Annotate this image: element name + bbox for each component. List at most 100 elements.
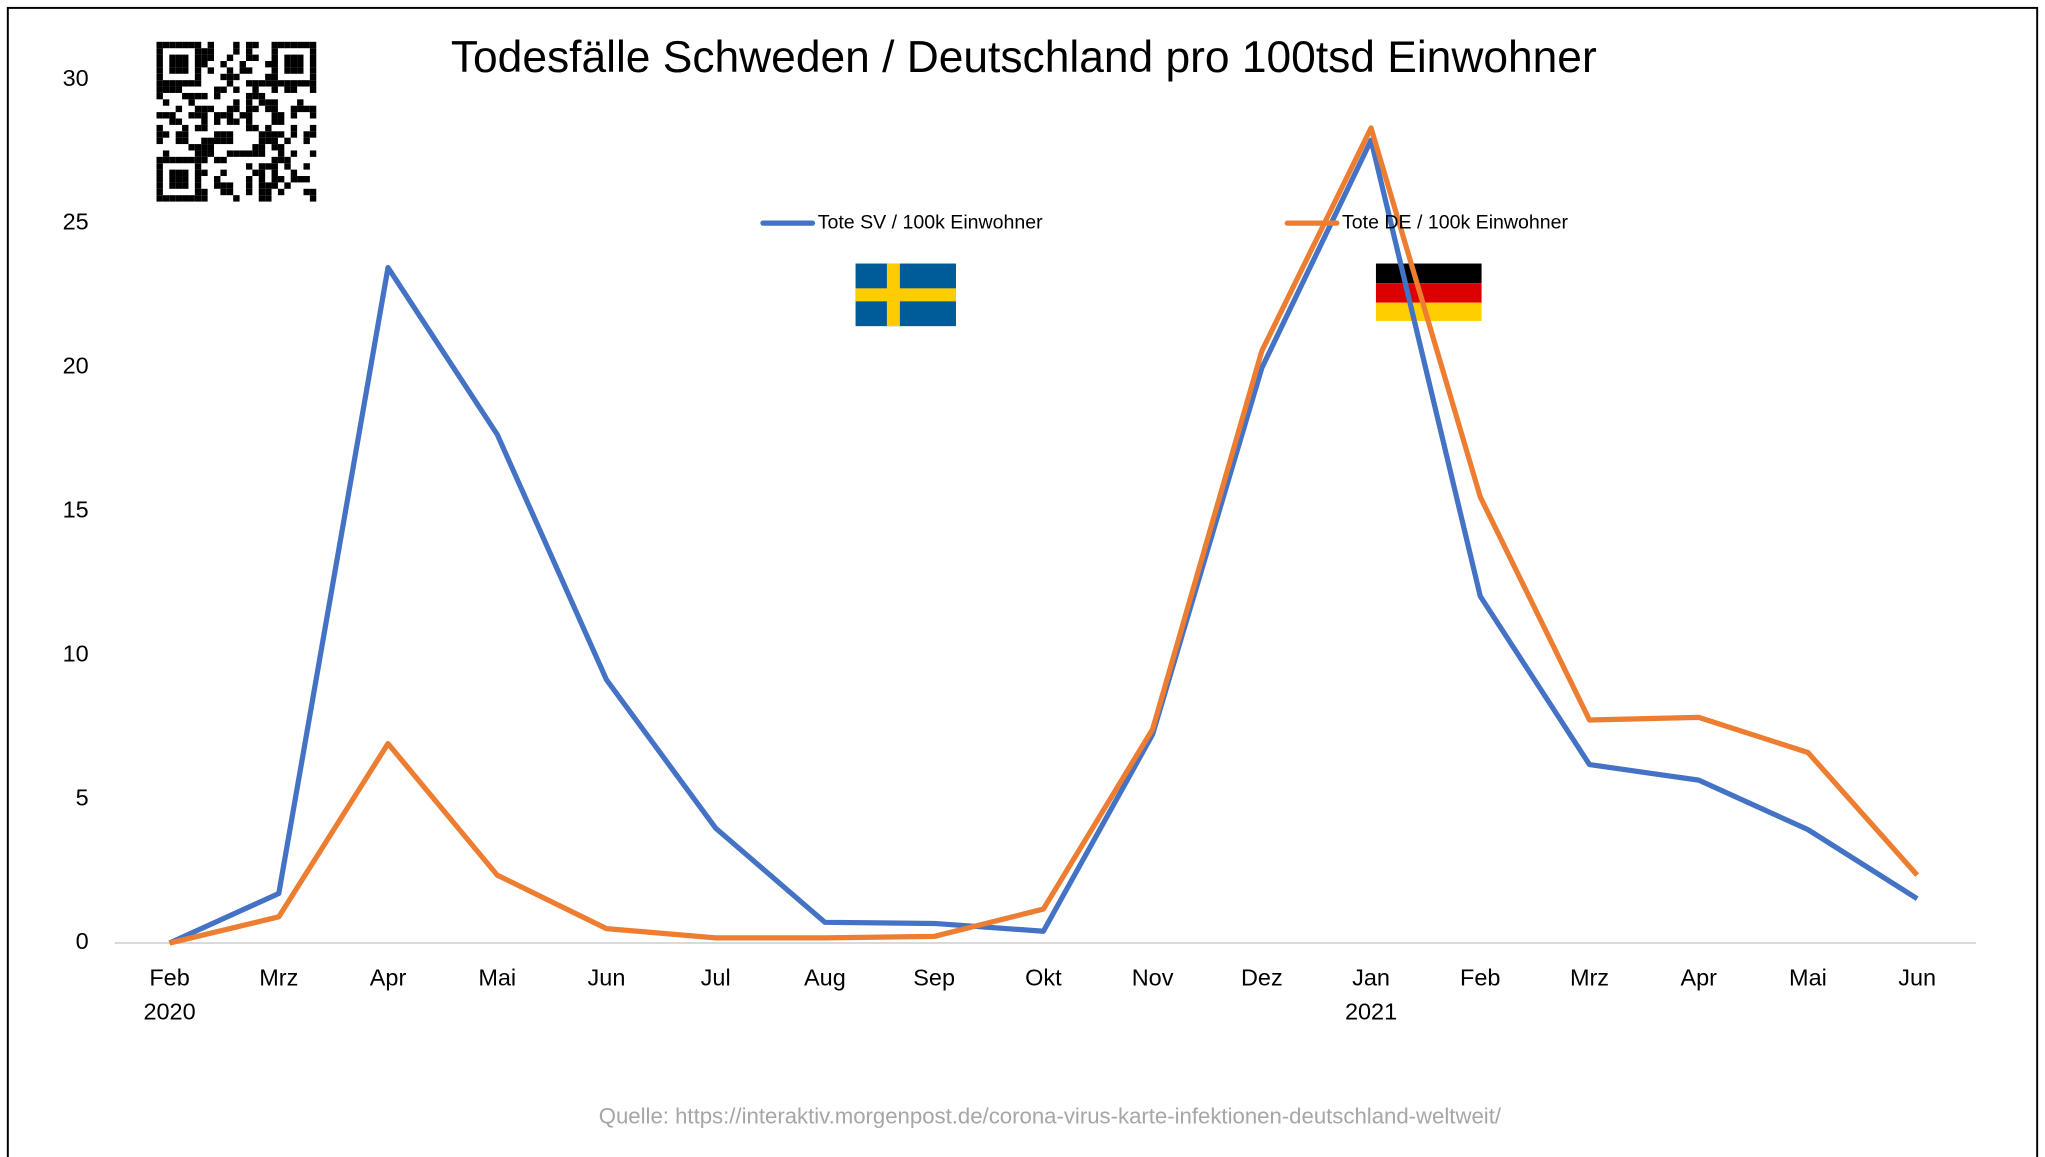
qr-cell: [188, 41, 195, 49]
qr-cell: [175, 54, 183, 61]
qr-cell: [188, 92, 195, 100]
qr-cell: [297, 54, 304, 61]
qr-cell: [271, 156, 278, 164]
qr-cell: [265, 188, 272, 196]
qr-cell: [309, 41, 317, 49]
qr-cell: [309, 188, 317, 196]
x-tick-label: Jul: [701, 965, 731, 991]
qr-cell: [156, 131, 163, 138]
x-tick-label: Jan 2021: [1345, 965, 1397, 1025]
x-tick-label: Feb 2020: [143, 965, 195, 1025]
qr-cell: [162, 80, 170, 87]
qr-cell: [214, 92, 221, 100]
qr-cell: [245, 150, 253, 157]
qr-cell: [297, 99, 304, 106]
x-tick-label: Jun: [1898, 965, 1936, 991]
qr-cell: [239, 112, 246, 119]
qr-cell: [156, 169, 163, 177]
qr-cell: [284, 80, 291, 87]
qr-cell: [201, 169, 208, 177]
qr-cell: [194, 182, 202, 189]
source: Quelle: https://interaktiv.morgenpost.de…: [599, 1104, 1502, 1129]
qr-cell: [258, 188, 266, 196]
qr-cell: [252, 124, 259, 132]
qr-cell: [207, 41, 215, 49]
qr-cell: [271, 112, 278, 119]
qr-cell: [258, 99, 266, 106]
qr-cell: [239, 60, 246, 68]
qr-cell: [297, 176, 304, 183]
qr-cell: [194, 156, 202, 164]
qr-cell: [156, 73, 163, 81]
qr-cell: [194, 163, 202, 170]
qr-cell: [277, 131, 285, 138]
qr-cell: [245, 41, 253, 49]
qr-cell: [245, 124, 253, 132]
qr-cell: [284, 54, 291, 61]
qr-cell: [290, 124, 298, 132]
qr-cell: [201, 105, 208, 113]
qr-cell: [252, 80, 259, 87]
qr-cell: [182, 156, 189, 164]
qr-cell: [297, 80, 304, 87]
qr-cell: [201, 118, 208, 125]
frame: [6, 6, 2039, 1157]
y-tick-label: 25: [63, 209, 89, 235]
qr-cell: [175, 176, 183, 183]
qr-cell: [201, 60, 208, 68]
qr-cell: [258, 176, 266, 183]
qr-cell: [277, 118, 285, 125]
qr-cell: [207, 144, 215, 151]
qr-cell: [175, 80, 183, 87]
qr-cell: [245, 48, 253, 55]
qr-cell: [169, 182, 176, 189]
qr-cell: [277, 41, 285, 49]
qr-cell: [303, 41, 310, 49]
qr-cell: [271, 54, 278, 61]
qr-cell: [194, 144, 202, 151]
qr-cell: [156, 41, 163, 49]
qr-cell: [265, 195, 272, 202]
x-tick-label: Aug: [804, 965, 846, 991]
qr-cell: [162, 131, 170, 138]
qr-cell: [214, 156, 221, 164]
qr-cell: [220, 137, 227, 145]
qr-cell: [182, 60, 189, 68]
qr-cell: [271, 176, 278, 183]
qr-cell: [226, 80, 234, 87]
qr-cell: [290, 150, 298, 157]
qr-cell: [156, 48, 163, 55]
qr-cell: [182, 67, 189, 74]
qr-cell: [162, 41, 170, 49]
qr-cell: [169, 80, 176, 87]
flag-germany: [1375, 263, 1482, 321]
qr-cell: [201, 137, 208, 145]
qr-cell: [214, 137, 221, 145]
qr-cell: [201, 54, 208, 61]
x-tick-label: Mrz: [1570, 965, 1609, 991]
qr-cell: [265, 137, 272, 145]
qr-cell: [252, 86, 259, 93]
qr-cell: [194, 73, 202, 81]
qr-cell: [252, 54, 259, 61]
y-tick-label: 15: [63, 497, 89, 523]
y-tick-label: 5: [76, 784, 89, 810]
qr-cell: [290, 169, 298, 177]
qr-cell: [214, 176, 221, 183]
qr-cell: [284, 41, 291, 49]
flag-sweden: [855, 263, 956, 327]
qr-cell: [169, 176, 176, 183]
x-tick-label: Okt: [1025, 965, 1062, 991]
qr-cell: [258, 163, 266, 170]
qr-cell: [156, 92, 163, 100]
qr-cell: [309, 112, 317, 119]
qr-cell: [271, 48, 278, 55]
qr-cell: [271, 144, 278, 151]
qr-cell: [220, 112, 227, 119]
qr-cell: [258, 150, 266, 157]
qr-cell: [284, 67, 291, 74]
qr-cell: [169, 156, 176, 164]
qr-cell: [265, 105, 272, 113]
qr-cell: [245, 92, 253, 100]
